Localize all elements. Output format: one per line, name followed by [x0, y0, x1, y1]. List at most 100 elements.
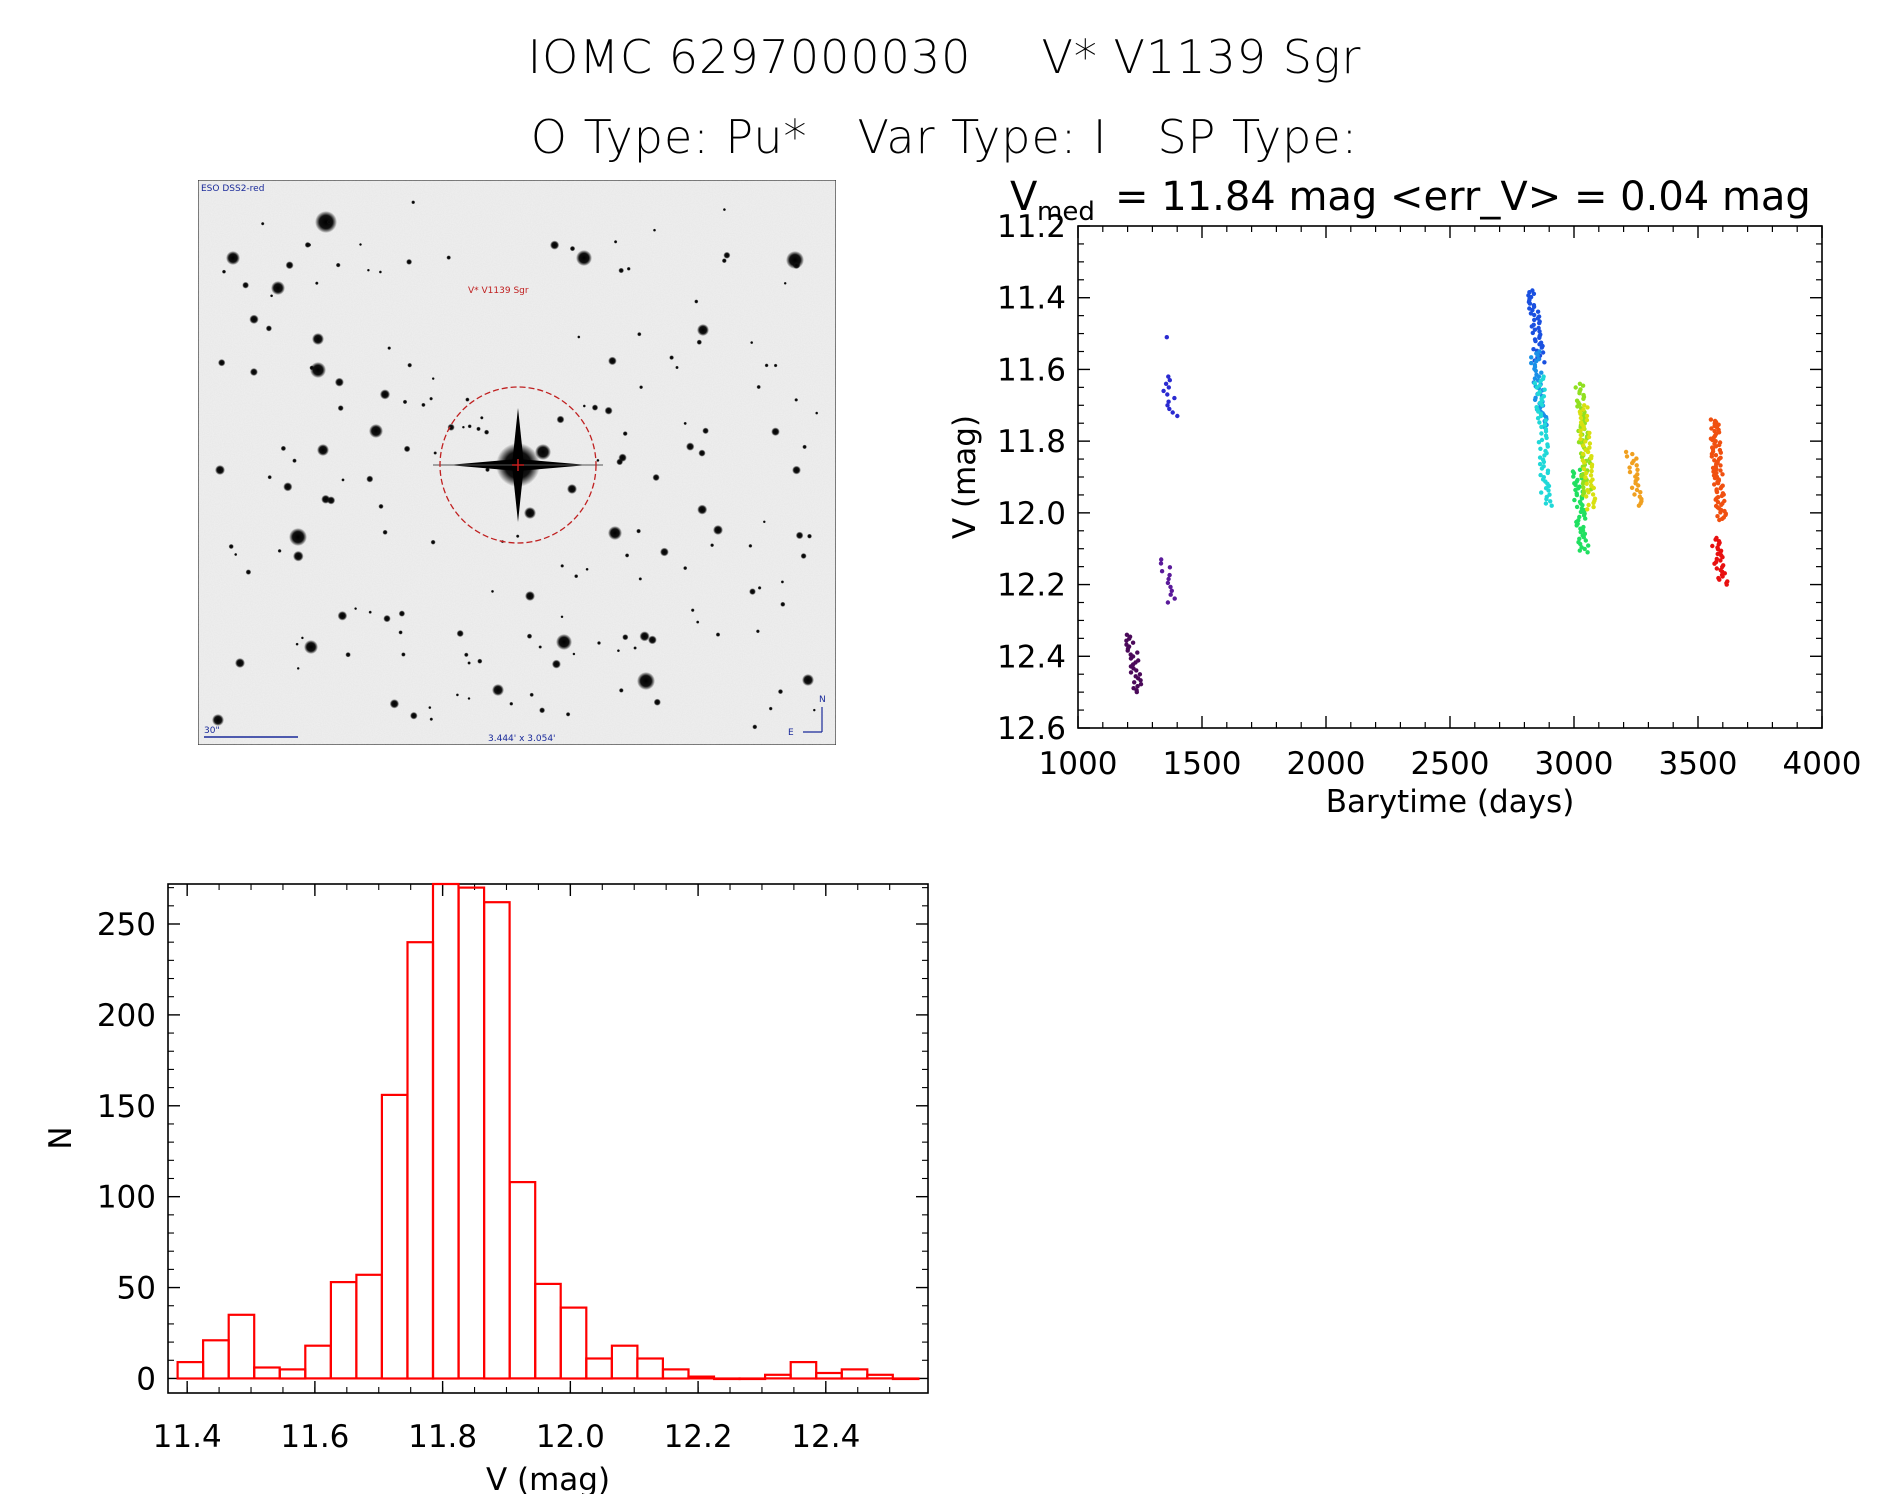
field-star [526, 633, 533, 639]
field-star [378, 270, 382, 274]
field-star [461, 425, 465, 429]
hist-ytick-label: 50 [117, 1271, 156, 1307]
field-star [428, 706, 432, 710]
field-star [221, 269, 227, 274]
lc-point [1542, 360, 1547, 365]
lc-point [1718, 450, 1724, 455]
field-star [556, 634, 572, 650]
field-star [429, 396, 433, 401]
field-star [465, 397, 470, 402]
lc-xtick-label: 3000 [1535, 746, 1614, 782]
field-star [749, 588, 756, 595]
lc-point [1543, 501, 1549, 506]
field-star [648, 635, 657, 645]
lc-point [1544, 496, 1549, 502]
lc-point [1630, 451, 1635, 457]
lc-point [1532, 381, 1538, 386]
field-star [596, 458, 600, 462]
scale-label: 30" [204, 726, 220, 736]
lc-point [1578, 428, 1583, 433]
lc-xtick-label: 1000 [1039, 746, 1118, 782]
field-star [271, 281, 285, 295]
lc-point [1710, 465, 1716, 471]
compass: N E [788, 695, 826, 738]
lc-point [1578, 415, 1584, 421]
lc-point [1167, 572, 1172, 578]
lc-point [1588, 473, 1594, 478]
lc-point [1713, 537, 1718, 542]
lc-point [1587, 441, 1593, 446]
field-star [368, 610, 372, 614]
lc-point [1720, 555, 1725, 560]
lc-point [1573, 482, 1578, 488]
field-star [260, 221, 265, 226]
field-star [387, 346, 392, 350]
lc-point [1581, 513, 1587, 518]
field-star [721, 258, 727, 264]
lc-point [1167, 378, 1173, 383]
lc-point [1529, 355, 1534, 360]
field-star [756, 384, 761, 390]
field-star [524, 507, 536, 519]
field-star [639, 631, 650, 642]
lc-point [1710, 437, 1715, 443]
lc-point [1584, 481, 1589, 486]
lc-point [1536, 374, 1542, 379]
lc-point [1578, 529, 1583, 535]
field-star [551, 659, 561, 669]
light-curve-chart: V med = 11.84 mag <err_V> = 0.04 mag 100… [947, 174, 1861, 820]
lc-point [1167, 565, 1173, 570]
field-star [455, 693, 459, 697]
field-star [633, 646, 637, 650]
hist-bar [253, 1366, 281, 1380]
field-star [768, 706, 773, 711]
hist-xtick-label: 12.4 [791, 1419, 860, 1455]
hist-bar [329, 1280, 358, 1380]
lc-point [1532, 376, 1538, 381]
field-star [382, 529, 388, 535]
lc-point [1720, 574, 1725, 579]
lc-xlabel: Barytime (days) [1326, 784, 1575, 820]
lc-xtick-label: 1500 [1163, 746, 1242, 782]
lc-point [1629, 485, 1635, 490]
lc-point [1533, 368, 1539, 373]
lc-point [1545, 470, 1551, 476]
field-star [585, 567, 589, 571]
hist-bar [789, 1360, 818, 1380]
lc-point [1585, 449, 1591, 455]
lc-point [1537, 383, 1543, 388]
lc-ytick-label: 12.0 [997, 496, 1066, 532]
lc-point [1134, 668, 1139, 673]
field-star [771, 427, 780, 436]
lc-point [1539, 431, 1544, 436]
lc-point [1549, 503, 1554, 508]
lc-point [1714, 467, 1719, 472]
field-star [755, 629, 760, 634]
lc-point [1581, 535, 1587, 540]
lc-point [1534, 385, 1540, 390]
hist-bar [687, 1375, 716, 1380]
field-star [464, 652, 469, 658]
field-star [277, 548, 282, 553]
lc-point [1577, 467, 1583, 472]
lc-point [1543, 418, 1548, 423]
lc-point [1572, 497, 1577, 503]
lc-point [1128, 656, 1134, 661]
lc-point [1532, 317, 1537, 323]
field-star [492, 684, 504, 696]
lc-point [1717, 517, 1722, 523]
lc-point [1573, 385, 1578, 390]
field-star [560, 615, 564, 619]
lc-point [1137, 672, 1143, 677]
field-star [783, 281, 787, 285]
field-star [773, 363, 778, 368]
lc-point [1587, 430, 1592, 436]
lc-point [1138, 678, 1143, 683]
field-star [608, 526, 622, 540]
hist-bar [712, 1377, 741, 1381]
lc-point [1579, 496, 1585, 501]
lc-point [1712, 482, 1717, 487]
field-star [334, 377, 344, 387]
hist-bar [738, 1377, 767, 1381]
field-star [702, 427, 709, 435]
